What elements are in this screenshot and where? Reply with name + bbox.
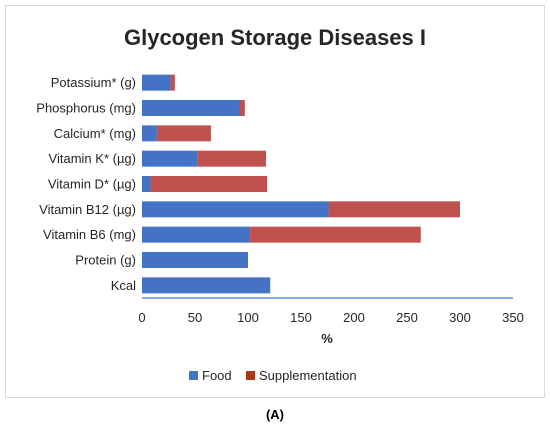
category-label: Phosphorus (mg) bbox=[36, 101, 136, 116]
x-tick-label: 250 bbox=[396, 310, 418, 325]
bar-supplementation bbox=[150, 176, 268, 192]
bar-food bbox=[142, 100, 240, 116]
bar-supplementation bbox=[156, 125, 211, 142]
category-label: Vitamin B12 (µg) bbox=[39, 202, 136, 217]
bar-food bbox=[142, 125, 157, 142]
bar-supplementation bbox=[170, 74, 175, 91]
bar-supplementation bbox=[250, 226, 421, 243]
x-tick-label: 0 bbox=[138, 310, 145, 325]
bar-food bbox=[142, 201, 329, 218]
bar-supplementation bbox=[328, 201, 460, 218]
bar-food bbox=[142, 277, 271, 294]
category-label: Vitamin D* (µg) bbox=[48, 177, 136, 192]
chart-title: Glycogen Storage Diseases I bbox=[124, 25, 426, 50]
legend-label-food: Food bbox=[202, 368, 232, 383]
bar-food bbox=[142, 150, 198, 167]
bar-food bbox=[142, 176, 151, 192]
bar-food bbox=[142, 226, 251, 243]
bar-supplementation bbox=[239, 100, 245, 116]
category-label: Calcium* (mg) bbox=[54, 126, 136, 141]
x-axis-title: % bbox=[321, 331, 333, 346]
legend-swatch-supplementation bbox=[246, 371, 255, 380]
x-tick-label: 50 bbox=[188, 310, 202, 325]
legend-label-supplementation: Supplementation bbox=[259, 368, 357, 383]
figure-caption: (A) bbox=[266, 407, 284, 422]
category-label: Vitamin K* (µg) bbox=[49, 151, 136, 166]
category-label: Protein (g) bbox=[75, 253, 136, 268]
x-tick-label: 350 bbox=[502, 310, 524, 325]
category-label: Kcal bbox=[111, 278, 136, 293]
bar-food bbox=[142, 252, 248, 268]
bar-food bbox=[142, 74, 171, 91]
category-label: Potassium* (g) bbox=[51, 75, 136, 90]
category-label: Vitamin B6 (mg) bbox=[43, 227, 136, 242]
bar-supplementation bbox=[197, 150, 267, 167]
legend: Food Supplementation bbox=[189, 368, 357, 383]
legend-swatch-food bbox=[189, 371, 198, 380]
plot-area: Potassium* (g) Phosphorus (mg) Calcium* (m… bbox=[36, 74, 524, 325]
x-tick-label: 300 bbox=[449, 310, 471, 325]
x-tick-label: 150 bbox=[290, 310, 312, 325]
x-tick-label: 200 bbox=[343, 310, 365, 325]
x-tick-label: 100 bbox=[237, 310, 259, 325]
